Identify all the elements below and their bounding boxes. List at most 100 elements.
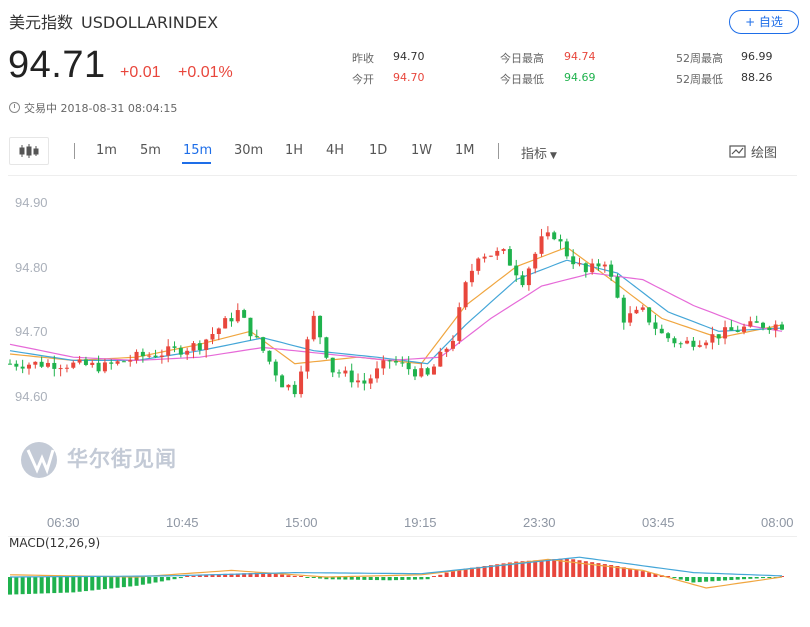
candle [514, 259, 519, 282]
candle [577, 257, 582, 267]
macd-bar [469, 567, 474, 577]
candle [615, 273, 620, 299]
candle [400, 356, 405, 367]
candle [501, 248, 506, 255]
candle [691, 336, 696, 351]
candle [375, 361, 380, 383]
candle [83, 356, 88, 367]
macd-bar [754, 577, 759, 579]
price-change-pct: +0.01% [178, 64, 233, 81]
candle [349, 363, 354, 388]
candlestick-icon [19, 144, 39, 158]
period-15m[interactable]: 15m [183, 143, 213, 158]
indicator-dropdown[interactable]: 指标 ▼ [521, 143, 557, 162]
macd-bar [590, 562, 595, 577]
y-tick-label: 94.90 [15, 195, 48, 210]
y-tick-label: 94.80 [15, 260, 48, 275]
macd-bar [767, 577, 772, 578]
macd-bar [647, 572, 652, 577]
period-4h[interactable]: 4H [326, 143, 345, 158]
candle [248, 317, 253, 341]
period-1h[interactable]: 1H [285, 143, 304, 158]
macd-bar [609, 565, 614, 577]
candle [419, 363, 424, 378]
candle [634, 306, 639, 314]
macd-bar [216, 574, 221, 577]
macd-bar [476, 566, 481, 577]
chart-area[interactable] [8, 175, 797, 537]
low-value: 94.69 [564, 71, 596, 84]
candle [343, 366, 348, 377]
macd-bar [20, 577, 25, 595]
macd-bar [425, 577, 430, 580]
period-1w[interactable]: 1W [411, 143, 433, 158]
chart-type-button[interactable] [9, 137, 49, 165]
macd-bar [39, 577, 44, 594]
macd-bar [311, 577, 316, 578]
macd-bar [495, 564, 500, 577]
macd-bar [77, 577, 82, 592]
candle [210, 327, 215, 345]
candle [539, 228, 544, 257]
macd-bar [501, 563, 506, 577]
macd-dea-line [10, 556, 783, 578]
candle [495, 247, 500, 260]
macd-bar [678, 577, 683, 580]
period-1d[interactable]: 1D [369, 143, 388, 158]
period-1mo[interactable]: 1M [455, 143, 475, 158]
macd-bar [571, 559, 576, 577]
candle [33, 361, 38, 369]
macd-bar [261, 572, 266, 577]
macd-bar [96, 577, 101, 590]
candle [488, 255, 493, 258]
instrument-symbol: USDOLLARINDEX [81, 13, 219, 32]
active-period-indicator [182, 162, 211, 164]
candle [235, 303, 240, 324]
add-watchlist-button[interactable]: + 自选 [729, 10, 799, 34]
macd-bar [210, 574, 215, 577]
candle [273, 359, 278, 382]
period-5m[interactable]: 5m [140, 143, 161, 158]
macd-bar [115, 577, 120, 588]
x-tick-label: 10:45 [166, 515, 199, 530]
macd-bar [305, 577, 310, 578]
candle [280, 374, 285, 388]
macd-bar [716, 577, 721, 581]
candle [121, 360, 126, 363]
macd-bar [394, 577, 398, 581]
candle [64, 364, 69, 373]
candle [229, 312, 234, 327]
macd-bar [134, 577, 139, 586]
period-1m[interactable]: 1m [96, 143, 117, 158]
candle [90, 360, 95, 368]
open-label: 今开 [352, 73, 374, 86]
clock-icon [9, 102, 20, 113]
macd-bar [58, 577, 63, 593]
macd-bar [362, 577, 367, 580]
macd-bar [488, 565, 493, 577]
candle [761, 321, 766, 331]
macd-bar [280, 574, 285, 577]
macd-bar [147, 577, 152, 584]
candle [204, 338, 209, 358]
draw-button[interactable]: 绘图 [729, 142, 777, 161]
candle [185, 347, 190, 360]
macd-bar [450, 570, 455, 577]
candle [178, 345, 183, 358]
candle [659, 324, 664, 334]
macd-bar [463, 568, 468, 577]
candle [134, 349, 139, 364]
period-30m[interactable]: 30m [234, 143, 264, 158]
macd-bar [634, 569, 639, 577]
macd-bar [337, 577, 342, 580]
candle [710, 326, 715, 350]
macd-bar [254, 572, 259, 577]
candle [71, 360, 76, 370]
macd-bar [615, 566, 620, 577]
macd-bar [412, 577, 417, 580]
candle [102, 358, 107, 374]
candle [8, 359, 12, 365]
candle [602, 261, 607, 273]
watermark-logo [21, 442, 57, 478]
candle [159, 349, 164, 364]
